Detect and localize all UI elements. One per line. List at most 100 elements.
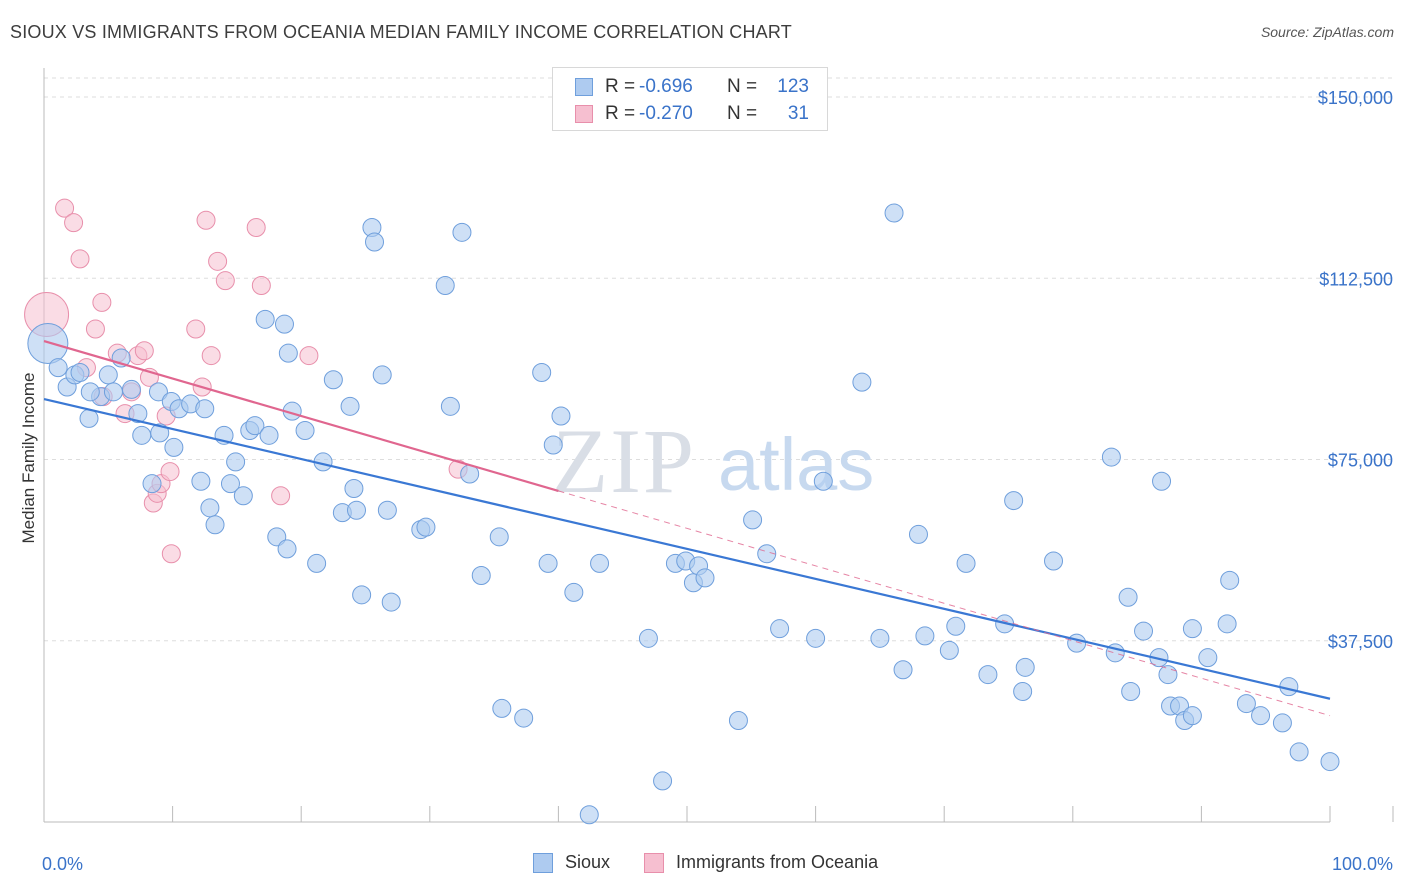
sioux-point (1101, 447, 1121, 467)
sioux-point (695, 568, 715, 588)
oceania-point (196, 210, 216, 230)
y-tick-label: $37,500 (1328, 632, 1393, 652)
sioux-point (893, 660, 913, 680)
sioux-point (551, 406, 571, 426)
sioux-point (323, 370, 343, 390)
correlation-legend: R = -0.696 N = 123 R = -0.270 N = 31 (552, 67, 828, 131)
sioux-point (226, 452, 246, 472)
trend-layer (43, 340, 1331, 717)
x-tick-label-max: 100.0% (1332, 854, 1393, 874)
sioux-point (27, 323, 69, 364)
legend-swatch-sioux (575, 78, 593, 96)
watermark-zip: ZIP (552, 410, 696, 512)
oceania-point (186, 319, 206, 339)
legend-r-value: -0.270 (639, 103, 693, 124)
sioux-point (1182, 619, 1202, 639)
sioux-point (579, 805, 599, 825)
sioux-point (128, 404, 148, 424)
sioux-point (757, 544, 777, 564)
sioux-point (381, 592, 401, 612)
oceania-point (215, 271, 235, 291)
sioux-point (1272, 713, 1292, 733)
legend-r-label: R = (605, 103, 636, 124)
sioux-point (307, 553, 327, 573)
sioux-point (365, 232, 385, 252)
sioux-point (489, 527, 509, 547)
sioux-point (435, 276, 455, 295)
legend-r-value: -0.696 (639, 76, 693, 97)
series-legend-sioux[interactable]: Sioux (533, 852, 610, 873)
sioux-point (1152, 471, 1172, 491)
sioux-point (915, 626, 935, 646)
sioux-point (277, 539, 297, 559)
sioux-point (344, 479, 364, 498)
sioux-point (267, 527, 287, 547)
legend-row-oceania: R = -0.270 N = 31 (575, 102, 809, 126)
sioux-point (352, 585, 372, 605)
sioux-point (80, 382, 100, 402)
sioux-point (440, 396, 460, 416)
series-legend: Sioux Immigrants from Oceania (533, 852, 912, 873)
sioux-point (1004, 491, 1024, 511)
sioux-point (884, 203, 904, 223)
sioux-point (1251, 706, 1271, 726)
sioux-point (132, 425, 152, 445)
sioux-point (98, 365, 118, 385)
sioux-point (150, 423, 170, 443)
legend-n-label: N = (727, 76, 758, 97)
sioux-point (1013, 682, 1033, 701)
sioux-point (70, 363, 90, 382)
sioux-point (233, 486, 253, 506)
sioux-point (532, 363, 552, 382)
sioux-point (148, 382, 168, 402)
oceania-point (134, 341, 154, 361)
sioux-point (220, 474, 240, 494)
sioux-point (1320, 752, 1340, 772)
oceania-trendline-extension (558, 490, 1331, 717)
oceania-point (246, 218, 266, 237)
series-legend-oceania[interactable]: Immigrants from Oceania (644, 852, 878, 873)
chart-source: Source: ZipAtlas.com (1260, 24, 1394, 40)
sioux-point (1289, 742, 1309, 762)
sioux-point (142, 474, 162, 494)
sioux-point (259, 425, 279, 445)
sioux-point (1158, 665, 1178, 685)
sioux-points (27, 203, 1340, 825)
sioux-point (870, 628, 890, 648)
sioux-point (813, 471, 833, 491)
legend-row-sioux: R = -0.696 N = 123 (575, 75, 809, 99)
sioux-point (471, 566, 491, 585)
watermark-atlas: atlas (718, 423, 874, 506)
axis-layer: $37,500 $75,000 $112,500 $150,000 (43, 68, 1394, 823)
sioux-point (492, 698, 512, 718)
oceania-point (70, 249, 90, 269)
oceania-point (299, 346, 319, 366)
sioux-point (245, 416, 265, 436)
sioux-point (543, 435, 563, 455)
sioux-point (939, 640, 959, 660)
sioux-point (956, 553, 976, 573)
sioux-point (1067, 633, 1087, 653)
sioux-point (590, 553, 610, 573)
sioux-point (1044, 551, 1064, 571)
sioux-point (346, 500, 366, 520)
sioux-point (372, 365, 392, 385)
series-label-oceania: Immigrants from Oceania (676, 852, 879, 872)
sioux-point (538, 553, 558, 573)
sioux-point (205, 515, 225, 535)
sioux-point (728, 711, 748, 730)
oceania-point (55, 198, 75, 218)
oceania-point (201, 346, 221, 366)
sioux-point (852, 372, 872, 392)
series-swatch-oceania (644, 852, 665, 873)
sioux-point (638, 628, 658, 648)
oceania-point (251, 276, 271, 295)
sioux-point (653, 771, 673, 791)
sioux-point (255, 309, 275, 329)
x-tick-label-min: 0.0% (42, 854, 83, 874)
sioux-point (1118, 587, 1138, 607)
sioux-point (48, 358, 68, 378)
legend-swatch-oceania (575, 105, 593, 123)
sioux-point (295, 421, 315, 440)
